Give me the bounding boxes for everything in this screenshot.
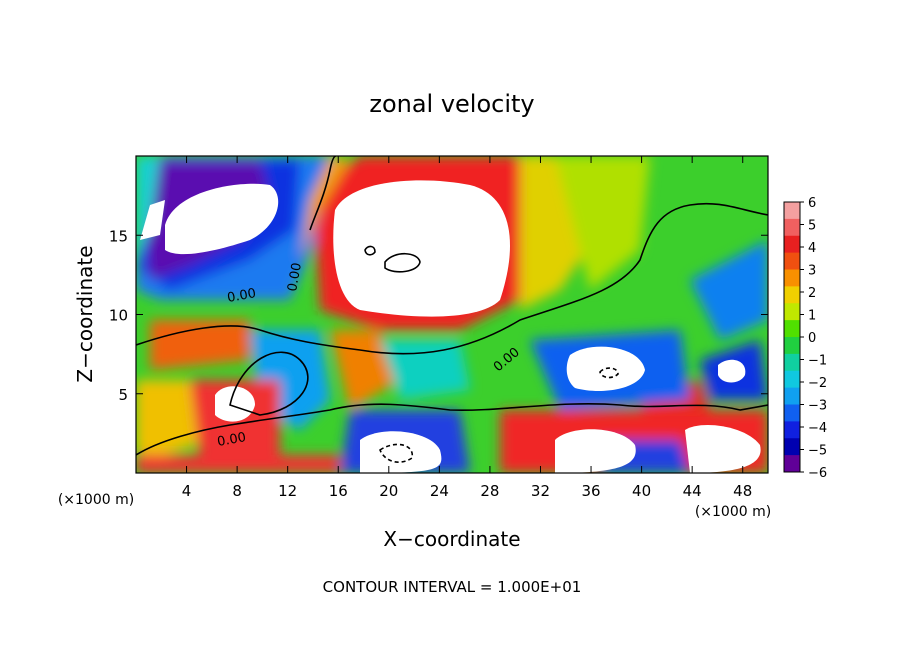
- colorbar-tick-label: 2: [808, 286, 816, 301]
- colorbar-swatch: [784, 353, 800, 372]
- colorbar-tick-label: −2: [808, 376, 827, 391]
- colorbar-tick-label: 4: [808, 241, 816, 256]
- colorbar-swatch: [784, 387, 800, 405]
- colorbar-tick-label: −6: [808, 466, 827, 481]
- colorbar-swatch: [784, 455, 800, 473]
- contour-lines: [136, 156, 768, 463]
- contour-label: 0.00: [216, 430, 247, 450]
- colorbar-swatch: [784, 218, 800, 237]
- x-tick-label: 32: [531, 482, 550, 500]
- y-tick-label: 5: [118, 386, 128, 404]
- colorbar-swatch: [784, 320, 800, 338]
- x-tick-label: 8: [232, 482, 242, 500]
- contour-interval-note: CONTOUR INTERVAL = 1.000E+01: [323, 578, 582, 596]
- x-unit-label-right: (×1000 m): [695, 504, 771, 520]
- contour-label: 0.00: [226, 286, 257, 306]
- heatmap-field: [136, 156, 768, 473]
- x-tick-label: 24: [430, 482, 449, 500]
- x-tick-label: 28: [480, 482, 499, 500]
- x-tick-label: 36: [581, 482, 600, 500]
- colorbar-tick-label: −3: [808, 399, 827, 414]
- colorbar-tick-label: 5: [808, 219, 816, 234]
- y-axis: 5 10 15: [109, 227, 768, 404]
- x-tick-label: 20: [379, 482, 398, 500]
- x-tick-label: 48: [733, 482, 752, 500]
- y-tick-label: 15: [109, 227, 128, 245]
- x-tick-label: 12: [278, 482, 297, 500]
- colorbar-tick-label: 1: [808, 309, 816, 324]
- x-tick-label: 40: [632, 482, 651, 500]
- colorbar-swatch: [784, 438, 800, 456]
- colorbar-tick-label: 6: [808, 196, 816, 211]
- colorbar: 6 5 4 3 2 1 0 −1 −2 −3 −4 −5 −6: [783, 196, 827, 481]
- x-tick-label: 44: [683, 482, 702, 500]
- x-axis-label: X−coordinate: [383, 527, 520, 551]
- x-tick-label: 4: [182, 482, 192, 500]
- colorbar-tick-label: −1: [808, 354, 827, 369]
- y-axis-label: Z−coordinate: [73, 245, 97, 382]
- colorbar-swatch: [784, 235, 800, 254]
- colorbar-swatch: [784, 404, 800, 422]
- x-tick-label: 16: [329, 482, 348, 500]
- colorbar-tick-label: 3: [808, 264, 816, 279]
- x-axis: 4 8 12 16 20 24 28 32 36 40 44 48: [182, 156, 752, 500]
- x-unit-label-left: (×1000 m): [58, 492, 134, 508]
- chart-title: zonal velocity: [369, 90, 534, 118]
- colorbar-tick-label: 0: [808, 331, 816, 346]
- colorbar-swatch: [784, 269, 800, 287]
- colorbar-swatch: [784, 370, 800, 389]
- colorbar-swatch: [784, 202, 800, 220]
- colorbar-swatch: [784, 337, 800, 355]
- colorbar-swatch: [784, 252, 800, 270]
- colorbar-swatch: [784, 303, 800, 321]
- colorbar-tick-label: −5: [808, 444, 827, 459]
- y-tick-label: 10: [109, 307, 128, 325]
- colorbar-swatch: [784, 421, 800, 439]
- colorbar-tick-label: −4: [808, 421, 827, 436]
- contour-label: 0.00: [285, 262, 305, 293]
- colorbar-swatch: [784, 286, 800, 304]
